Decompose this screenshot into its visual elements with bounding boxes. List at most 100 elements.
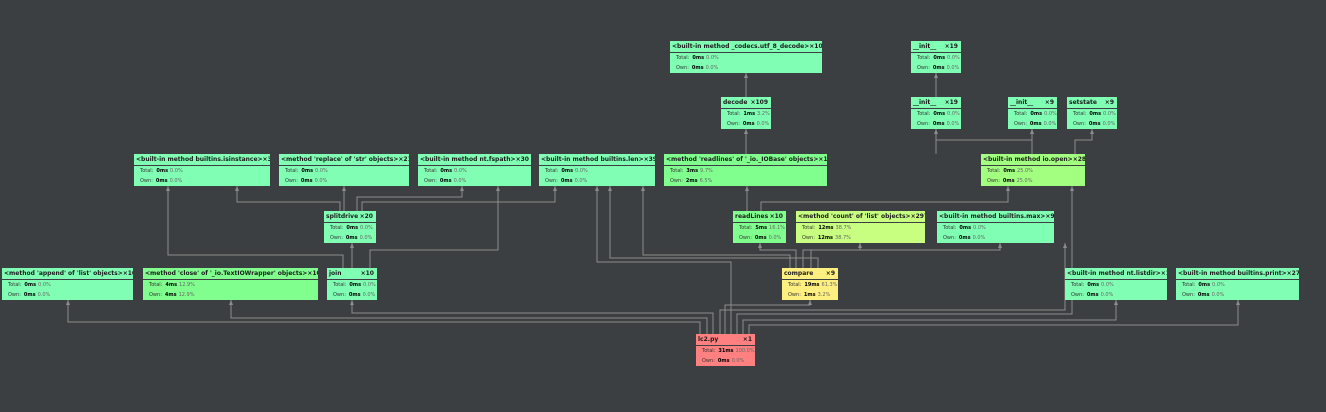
node-calls: ×19	[944, 99, 958, 106]
node-calls: ×9	[825, 270, 835, 277]
own-percent: 0.0%	[946, 65, 960, 71]
node-name: decode	[723, 99, 748, 106]
call-node[interactable]: __init__ ×19 Total: 0ms 0.0% Own: 0ms 0.0%	[911, 97, 961, 129]
own-time: 0ms	[691, 65, 704, 71]
call-node[interactable]: <method 'replace' of 'str' objects>×21 T…	[279, 154, 409, 186]
total-label: Total:	[739, 225, 753, 231]
total-label: Total:	[987, 168, 1001, 174]
call-node[interactable]: __init__ ×9 Total: 0ms 0.0% Own: 0ms 0.0%	[1008, 97, 1057, 129]
total-time: 0ms	[1089, 111, 1102, 117]
total-percent: 0.0%	[1101, 282, 1114, 288]
total-label: Total:	[670, 168, 684, 174]
call-edge	[736, 186, 1073, 334]
call-node[interactable]: __init__ ×19 Total: 0ms 0.0% Own: 0ms 0.0%	[911, 41, 961, 73]
total-percent: 0.0%	[454, 168, 467, 174]
node-calls: ×10	[122, 270, 133, 277]
call-edge	[609, 186, 819, 268]
call-edge	[369, 186, 499, 268]
call-edge	[802, 243, 861, 268]
own-time: 2ms	[685, 178, 698, 184]
total-label: Total:	[788, 282, 802, 288]
node-name: <method 'close' of '_io.TextIOWrapper' o…	[145, 270, 308, 277]
call-node[interactable]: <built-in method builtins.len>×39 Total:…	[539, 154, 655, 186]
own-percent: 0.0%	[314, 178, 328, 184]
total-percent: 16.1%	[769, 225, 785, 231]
node-calls: ×109	[809, 43, 822, 50]
total-percent: 9.7%	[700, 168, 713, 174]
own-label: Own:	[1014, 121, 1027, 127]
call-node[interactable]: <method 'count' of 'list' objects>×2970 …	[796, 211, 925, 243]
own-percent: 38.7%	[835, 235, 851, 241]
total-percent: 0.0%	[947, 111, 960, 117]
own-label: Own:	[1073, 121, 1086, 127]
own-label: Own:	[1182, 292, 1195, 298]
total-label: Total:	[702, 348, 716, 354]
call-node[interactable]: compare ×9 Total: 19ms 61.3% Own: 1ms 3.2%	[782, 268, 838, 300]
total-label: Total:	[285, 168, 299, 174]
call-node[interactable]: readLines ×10 Total: 5ms 16.1% Own: 0ms 0.0%	[733, 211, 786, 243]
node-name: join	[329, 270, 342, 277]
call-edge	[742, 300, 1117, 334]
total-label: Total:	[330, 225, 344, 231]
total-label: Total:	[802, 225, 816, 231]
call-node[interactable]: setstate ×9 Total: 0ms 0.0% Own: 0ms 0.0%	[1067, 97, 1117, 129]
call-node[interactable]: <method 'close' of '_io.TextIOWrapper' o…	[143, 268, 318, 300]
total-label: Total:	[943, 225, 957, 231]
call-node[interactable]: decode ×109 Total: 1ms 3.2% Own: 0ms 0.0%	[721, 97, 771, 129]
total-time: 0ms	[301, 168, 314, 174]
node-calls: ×9	[1044, 99, 1054, 106]
call-node[interactable]: <built-in method nt.fspath> ×30 Total: 0ms…	[418, 154, 531, 186]
total-time: 5ms	[755, 225, 768, 231]
total-label: Total:	[333, 282, 347, 288]
node-name: lc2.py	[698, 336, 719, 343]
node-calls: ×27	[1286, 270, 1299, 277]
total-label: Total:	[545, 168, 559, 174]
call-edge	[236, 186, 341, 211]
node-name: __init__	[913, 43, 937, 50]
total-label: Total:	[1073, 111, 1087, 117]
arrow-head-icon	[460, 186, 464, 191]
call-node[interactable]: <built-in method nt.listdir>×1 Total:0ms…	[1065, 268, 1167, 300]
own-percent: 0.0%	[362, 292, 376, 298]
own-time: 0ms	[300, 178, 313, 184]
total-percent: 0.0%	[38, 282, 51, 288]
own-label: Own:	[676, 65, 689, 71]
arrow-head-icon	[229, 300, 233, 305]
call-node[interactable]: <built-in method builtins.max> ×9 Total: 0…	[937, 211, 1054, 243]
call-node[interactable]: <built-in method builtins.print> ×27 Tota…	[1176, 268, 1299, 300]
own-time: 0ms	[155, 178, 168, 184]
node-calls: ×21	[398, 156, 409, 163]
own-time: 12ms	[817, 235, 834, 241]
call-node[interactable]: <method 'readlines' of '_io._IOBase' obj…	[664, 154, 827, 186]
total-time: 19ms	[804, 282, 820, 288]
node-calls: ×28	[1072, 156, 1085, 163]
call-node[interactable]: <built-in method builtins.isinstance>×30…	[134, 154, 270, 186]
node-calls: ×9	[1104, 99, 1114, 106]
total-label: Total:	[676, 55, 690, 61]
own-time: 0ms	[439, 178, 452, 184]
call-node[interactable]: join ×10 Total: 0ms 0.0% Own: 0ms 0.0%	[327, 268, 377, 300]
total-percent: 0.0%	[363, 282, 376, 288]
call-node[interactable]: <built-in method _codecs.utf_8_decode> ×1…	[670, 41, 822, 73]
arrow-head-icon	[858, 243, 862, 248]
own-percent: 0.0%	[972, 235, 986, 241]
call-node[interactable]: lc2.py ×1 Total: 31ms 100.0% Own: 0ms 0.0%	[696, 334, 755, 366]
own-percent: 0.0%	[1043, 121, 1057, 127]
call-node[interactable]: <method 'append' of 'list' objects>×10 T…	[2, 268, 133, 300]
call-edge	[67, 300, 701, 334]
total-percent: 12.9%	[179, 282, 195, 288]
node-name: <built-in method builtins.print>	[1178, 270, 1287, 277]
node-calls: ×1	[742, 336, 752, 343]
call-edge	[760, 186, 1009, 211]
arrow-head-icon	[342, 186, 346, 191]
arrow-head-icon	[1070, 186, 1074, 191]
node-calls: ×20	[359, 213, 373, 220]
call-node[interactable]: <built-in method io.open> ×28 Total: 0ms 25…	[981, 154, 1085, 186]
node-name: splitdrive	[326, 213, 359, 220]
own-time: 0ms	[23, 292, 36, 298]
own-label: Own:	[333, 292, 346, 298]
own-percent: 0.0%	[946, 121, 960, 127]
call-node[interactable]: splitdrive ×20 Total: 0ms 0.0% Own: 0ms 0.0%	[324, 211, 376, 243]
own-percent: 0.0%	[1211, 292, 1225, 298]
own-percent: 0.0%	[731, 358, 745, 364]
